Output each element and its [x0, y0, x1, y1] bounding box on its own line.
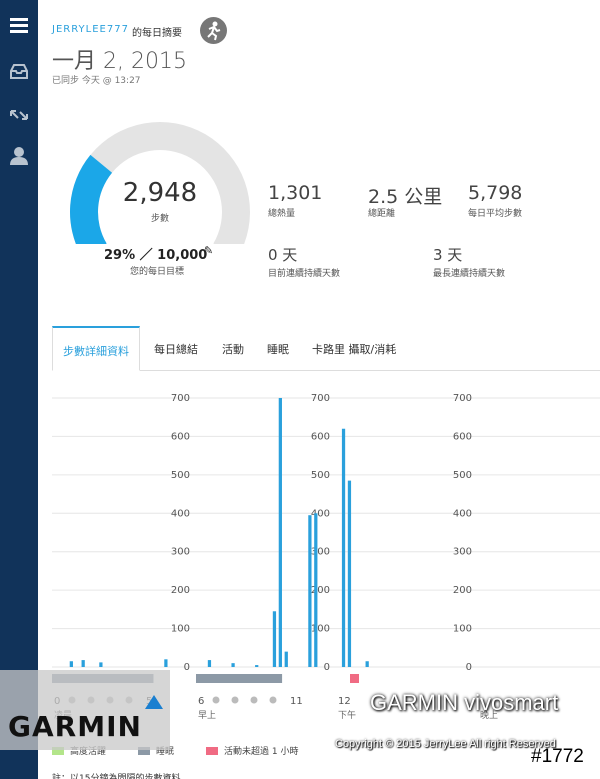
- legend-swatch-inactive: [206, 747, 218, 755]
- y-tick-label: 100: [311, 624, 330, 635]
- garmin-watermark: [0, 670, 170, 750]
- y-tick-label: 700: [311, 393, 330, 404]
- y-tick-label: 300: [171, 547, 190, 558]
- y-tick-label: 700: [453, 393, 472, 404]
- y-tick-label: 500: [311, 470, 330, 481]
- current-streak-label: 目前連續持續天數: [268, 269, 341, 279]
- chart-bar: [69, 661, 73, 667]
- chart-bar: [314, 513, 318, 667]
- hour-dot: [250, 696, 258, 704]
- legend-sleep: 睡眠: [156, 747, 175, 757]
- current-streak-value: 0 天: [268, 246, 298, 264]
- tab-step-details[interactable]: 步數詳細資料: [52, 326, 140, 371]
- garmin-brand: GARMIN: [8, 710, 142, 743]
- steps-value: 2,948: [122, 178, 198, 208]
- chart-bar: [81, 660, 85, 667]
- inactive-marker: [350, 674, 359, 683]
- chart-bar: [284, 651, 288, 667]
- garmin-triangle-icon: [145, 695, 163, 709]
- period-label: 早上: [198, 710, 216, 721]
- hour-dot: [231, 696, 239, 704]
- pencil-icon[interactable]: ✎: [204, 244, 214, 257]
- y-tick-label: 200: [453, 585, 472, 596]
- longest-streak-label: 最長連續持續天數: [433, 269, 506, 279]
- y-tick-label: 400: [311, 508, 330, 519]
- y-tick-label: 700: [171, 393, 190, 404]
- period-label: 下午: [338, 709, 356, 721]
- x-tick-label: 11: [290, 696, 303, 707]
- goal-value: 29% ／ 10,000: [104, 248, 208, 263]
- y-tick-label: 600: [453, 431, 472, 442]
- y-tick-label: 400: [171, 508, 190, 519]
- calories-label: 總熱量: [268, 209, 296, 219]
- product-watermark: GARMIN vivosmart: [370, 690, 559, 715]
- hour-dot: [269, 696, 277, 704]
- steps-gauge: [70, 122, 250, 244]
- copyright-watermark: Copyright © 2015 JerryLee All right Rese…: [335, 738, 556, 750]
- y-tick-label: 0: [324, 662, 330, 673]
- y-tick-label: 300: [453, 547, 472, 558]
- avg-steps-label: 每日平均步數: [468, 209, 523, 219]
- distance-value: 2.5 公里: [368, 186, 443, 208]
- chart-bar: [278, 398, 282, 667]
- user-icon[interactable]: [0, 146, 38, 170]
- steps-label: 步數: [150, 214, 169, 224]
- tab-sleep[interactable]: 睡眠: [267, 343, 289, 356]
- y-tick-label: 600: [171, 431, 190, 442]
- image-number: #1772: [531, 746, 584, 767]
- chart-bar: [231, 663, 235, 667]
- chart-bar: [308, 515, 312, 667]
- legend-swatch-active: [52, 747, 64, 755]
- y-tick-label: 200: [311, 585, 330, 596]
- footnote: 註：以15分鐘為間隔的步數資料: [52, 774, 181, 779]
- tab-daily-summary[interactable]: 每日總結: [154, 343, 198, 356]
- sync-status: 已同步 今天 @ 13:27: [52, 76, 141, 86]
- gauge-progress: [70, 154, 113, 244]
- runner-logo-icon: [200, 17, 227, 44]
- menu-icon[interactable]: [0, 16, 38, 38]
- legend-active: 高度活躍: [70, 747, 107, 757]
- period-label: 晚上: [480, 710, 498, 721]
- chart-bar: [207, 660, 212, 667]
- hour-dot: [212, 696, 220, 704]
- gauge-track: [70, 122, 250, 244]
- y-tick-label: 500: [453, 470, 472, 481]
- chart-bar: [347, 480, 352, 667]
- y-tick-label: 300: [311, 547, 330, 558]
- username-link[interactable]: JERRYLEE777: [52, 24, 129, 35]
- legend-inactive: 活動未超過 1 小時: [224, 747, 299, 757]
- summary-title: 的每日摘要: [132, 28, 182, 39]
- sleep-bar: [196, 674, 283, 683]
- tab-calories[interactable]: 卡路里 攝取/消耗: [312, 343, 397, 356]
- chart-bar: [365, 661, 369, 667]
- y-tick-label: 100: [171, 624, 190, 635]
- y-tick-label: 400: [453, 508, 472, 519]
- longest-streak-value: 3 天: [433, 246, 463, 264]
- page-date: 一月 2, 2015: [52, 49, 187, 74]
- chart-bar: [272, 611, 277, 667]
- y-tick-label: 500: [171, 470, 190, 481]
- chart-bar: [99, 662, 103, 667]
- sync-arrows-icon[interactable]: [0, 107, 38, 127]
- legend-swatch-sleep: [138, 747, 150, 755]
- y-tick-label: 200: [171, 585, 190, 596]
- distance-label: 總距離: [368, 209, 396, 219]
- y-tick-label: 0: [184, 662, 190, 673]
- sidebar: [0, 0, 38, 779]
- chart-bar: [255, 665, 259, 667]
- y-tick-label: 0: [466, 662, 472, 673]
- inbox-icon[interactable]: [0, 62, 38, 84]
- chart-bar: [341, 428, 346, 667]
- x-tick-label: 12: [338, 696, 351, 707]
- goal-label: 您的每日目標: [130, 267, 185, 277]
- tab-activities[interactable]: 活動: [222, 343, 244, 356]
- calories-value: 1,301: [268, 182, 323, 204]
- chart-bar: [164, 659, 168, 667]
- x-tick-label: 6: [198, 696, 204, 707]
- y-tick-label: 600: [311, 431, 330, 442]
- avg-steps-value: 5,798: [468, 182, 523, 204]
- tab-bar: 步數詳細資料 每日總結 活動 睡眠 卡路里 攝取/消耗: [52, 326, 600, 371]
- y-tick-label: 100: [453, 624, 472, 635]
